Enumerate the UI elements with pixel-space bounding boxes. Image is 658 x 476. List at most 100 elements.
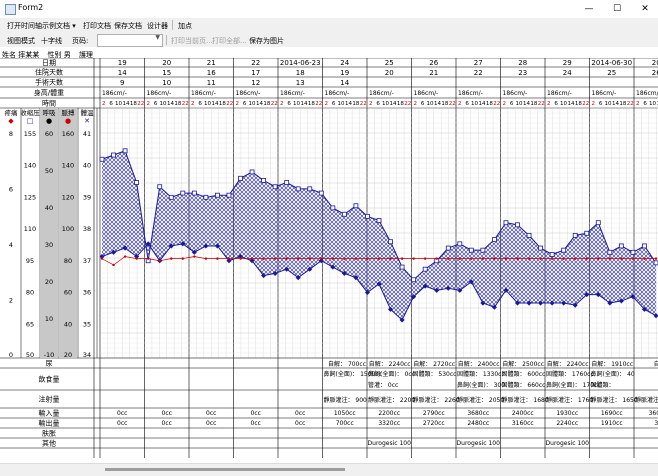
pulse-point — [597, 257, 600, 260]
height-weight-label: 186cm/- — [191, 90, 216, 97]
crosshair-button[interactable]: 十字线 — [41, 37, 62, 45]
time-tick-label: 14 — [256, 101, 263, 107]
systolic-point — [341, 211, 347, 217]
scale-tick: 40 — [45, 204, 53, 212]
maximize-button[interactable]: ☐ — [612, 4, 622, 14]
pulse-point — [308, 257, 311, 260]
time-tick-label: 10 — [471, 101, 478, 107]
intake-value: 固體類： 530cc — [413, 370, 457, 378]
scale-tick: 8 — [9, 130, 13, 138]
systolic-point — [538, 245, 543, 251]
pulse-point — [527, 257, 531, 260]
scale-tick: 60 — [45, 130, 53, 138]
injection-value: 靜脈灌注： 2200 — [368, 396, 415, 404]
chevron-down-icon[interactable]: ▼ — [155, 34, 160, 41]
systolic-point — [272, 184, 278, 190]
urine-value: 自解： 700cc — [328, 360, 366, 368]
systolic-point — [191, 190, 197, 196]
time-tick-label: 10 — [560, 101, 567, 107]
height-weight-label: 186cm/- — [414, 90, 439, 97]
input-value: 2400cc — [512, 410, 534, 417]
output-value: 3 — [654, 420, 658, 427]
hosp-days-label: 22 — [474, 69, 483, 77]
scrollbar-thumb[interactable] — [105, 468, 345, 471]
minimize-button[interactable]: — — [584, 4, 594, 14]
time-tick-label: 22 — [493, 101, 500, 107]
urine-value: 自解： 2240cc — [547, 360, 589, 368]
hosp-days-label: 14 — [118, 69, 127, 77]
time-tick-label: 10 — [115, 101, 122, 107]
input-value: 0cc — [206, 410, 216, 417]
systolic-point — [399, 264, 405, 270]
patient-info: 姓名 摔某某 性别 男 護理 — [2, 50, 99, 60]
hosp-days-label: 26 — [652, 69, 658, 77]
systolic-point — [157, 184, 163, 190]
date-label: 21 — [207, 59, 216, 67]
output-value: 2240cc — [556, 420, 578, 427]
intake-value: 固體類： 1760cc — [546, 370, 594, 378]
intake-value-2: 固體類： — [591, 381, 615, 389]
scale-tick: 4 — [9, 241, 13, 249]
row-label-op: 手術天数 — [35, 78, 63, 87]
print-current-page-button[interactable]: 打印当前页... — [171, 37, 213, 45]
intake-value-2: 鼻飼(全面)： 170cc — [546, 381, 601, 389]
time-tick-label: 2 — [547, 101, 551, 107]
scale-tick: 65 — [26, 320, 34, 328]
save-image-button[interactable]: 保存为图片 — [249, 37, 284, 45]
close-button[interactable]: ✕ — [641, 4, 649, 14]
row-label-time: 時間 — [42, 100, 56, 108]
systolic-point — [411, 277, 417, 283]
horizontal-scrollbar[interactable] — [0, 463, 658, 476]
systolic-point — [607, 249, 613, 255]
patient-ward: 護理 — [78, 51, 93, 59]
menu-open-sample[interactable]: 打开时间轴示例文档 ▾ — [7, 22, 76, 30]
time-tick-label: 2 — [235, 101, 239, 107]
menu-bar: 打开时间轴示例文档 ▾ 打印文档 保存文档 设计器 加点 — [0, 18, 658, 34]
scale-tick: 37 — [83, 257, 91, 265]
systolic-point — [249, 169, 255, 175]
diastolic-point — [503, 287, 509, 293]
scale-marker: ✕ — [84, 117, 90, 125]
diastolic-point — [168, 243, 174, 249]
time-tick-label: 22 — [449, 101, 456, 107]
intake-value-2: 固體類： 660cc — [502, 381, 546, 389]
time-tick-label: 10 — [293, 101, 300, 107]
scale-tick: 140 — [62, 162, 74, 170]
systolic-point — [261, 178, 266, 183]
time-tick-label: 6 — [465, 101, 469, 107]
systolic-point — [353, 203, 359, 209]
scale-tick: 20 — [45, 278, 53, 286]
systolic-point — [445, 245, 451, 251]
diastolic-point — [145, 241, 151, 247]
systolic-point — [422, 266, 428, 272]
time-tick-label: 14 — [122, 101, 129, 107]
row-label-hw: 身高/體重 — [34, 88, 64, 97]
pulse-point — [481, 257, 485, 260]
systolic-point — [111, 152, 116, 158]
menu-save-doc[interactable]: 保存文档 — [114, 22, 142, 30]
date-label: 20 — [652, 59, 658, 67]
view-mode-button[interactable]: 视图模式 — [7, 37, 35, 45]
menu-add-point[interactable]: 加点 — [178, 22, 192, 30]
hosp-days-label: 20 — [385, 69, 394, 77]
bottom-row-label: 輸出量 — [39, 419, 60, 428]
pulse-point — [539, 257, 542, 260]
input-value: 0cc — [162, 410, 172, 417]
menu-print-doc[interactable]: 打印文档 — [83, 22, 111, 30]
pulse-point — [320, 257, 323, 260]
toolbar: 视图模式 十字线 页码: ▼ 打印当前页... 打印全部... 保存为图片 — [0, 33, 658, 47]
pulse-point — [170, 257, 173, 260]
date-label: 27 — [474, 59, 483, 67]
menu-designer[interactable]: 设计器 — [147, 22, 168, 30]
time-tick-label: 22 — [360, 101, 367, 107]
height-weight-label: 186cm/- — [503, 90, 528, 97]
pulse-point — [574, 257, 577, 260]
scale-tick: 30 — [45, 241, 53, 249]
print-all-button[interactable]: 打印全部... — [212, 37, 247, 45]
page-select[interactable]: ▼ — [97, 34, 163, 47]
intake-value-2: 鼻飼(全面)： 300 — [457, 381, 505, 389]
scale-name: 收缩压 — [20, 108, 40, 117]
time-tick-label: 6 — [332, 101, 336, 107]
pulse-point — [297, 257, 300, 260]
